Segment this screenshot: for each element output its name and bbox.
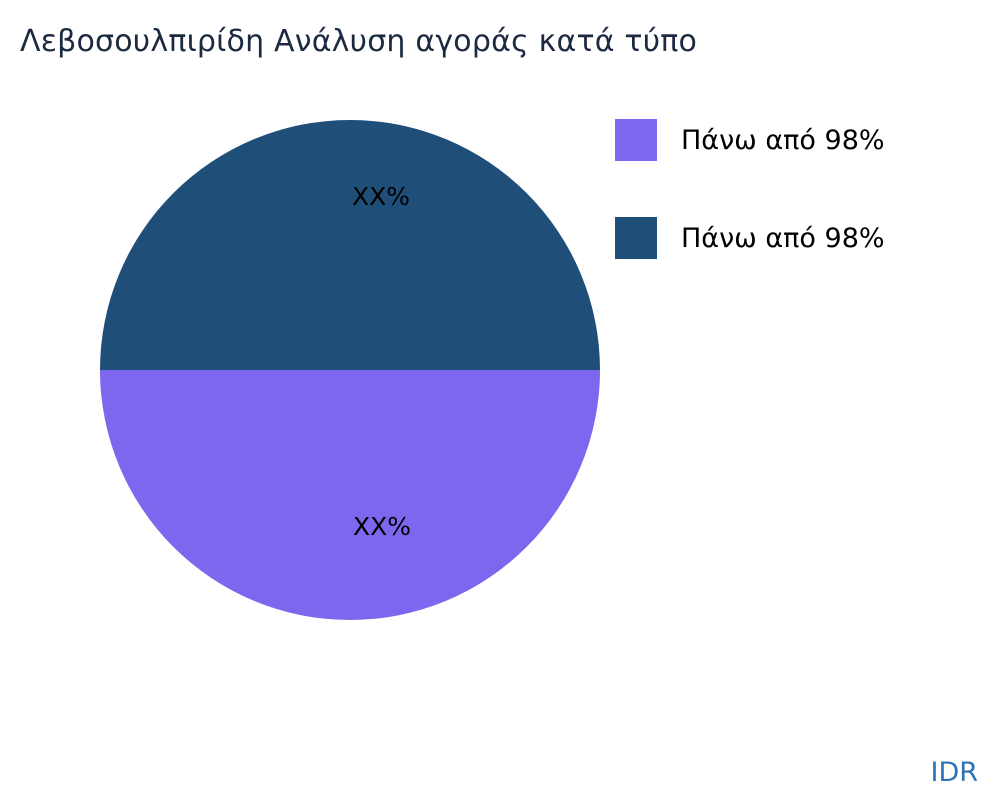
legend-swatch-purple xyxy=(615,119,657,161)
pie-chart: XX% XX% xyxy=(100,120,600,620)
chart-title: Λεβοσουλπιρίδη Ανάλυση αγοράς κατά τύπο xyxy=(20,24,698,59)
legend: Πάνω από 98% Πάνω από 98% xyxy=(615,119,885,315)
slice-label-bottom: XX% xyxy=(352,512,412,541)
legend-label: Πάνω από 98% xyxy=(681,222,885,254)
slice-label-top: XX% xyxy=(351,182,411,211)
legend-label: Πάνω από 98% xyxy=(681,124,885,156)
legend-item: Πάνω από 98% xyxy=(615,217,885,259)
legend-swatch-darkblue xyxy=(615,217,657,259)
legend-item: Πάνω από 98% xyxy=(615,119,885,161)
pie-circle xyxy=(100,120,600,620)
watermark-idr: IDR xyxy=(930,757,978,788)
